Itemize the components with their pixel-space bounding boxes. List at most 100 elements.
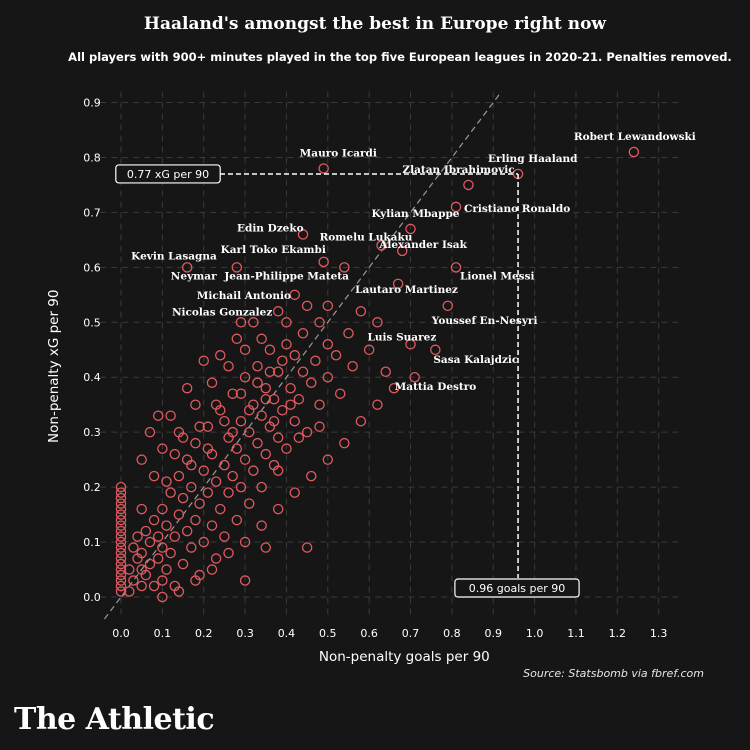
x-axis-label: Non-penalty goals per 90 [319, 649, 490, 665]
y-tick-label: 0.5 [83, 316, 101, 329]
data-point [239, 344, 251, 356]
data-point [169, 448, 181, 460]
data-point [223, 487, 234, 498]
y-tick-label: 0.1 [83, 536, 101, 549]
data-point [442, 300, 453, 312]
data-point [115, 575, 127, 586]
x-tick-label: 0.3 [236, 627, 254, 640]
data-point [281, 443, 292, 454]
data-point [190, 514, 201, 526]
data-point [210, 553, 222, 564]
player-label: Mattia Destro [395, 381, 477, 393]
y-axis-label: Non-penalty xG per 90 [46, 290, 62, 443]
data-point [115, 586, 127, 597]
data-point [347, 361, 358, 372]
data-point [227, 388, 238, 399]
data-point [206, 564, 218, 575]
player-label: Zlatan Ibrahimovic [402, 164, 514, 176]
data-point [219, 531, 230, 542]
data-point [115, 514, 127, 526]
data-point [198, 536, 209, 548]
data-point [239, 536, 251, 548]
data-point [115, 564, 127, 575]
y-tick-label: 0.0 [83, 591, 101, 604]
data-point [190, 399, 201, 410]
data-point [128, 542, 139, 553]
data-point [223, 547, 234, 559]
x-tick-label: 0.2 [195, 627, 213, 640]
data-point [289, 350, 300, 361]
data-point [115, 492, 127, 504]
data-point [343, 328, 354, 339]
data-point [140, 525, 152, 537]
data-point [268, 393, 280, 405]
data-point [148, 470, 160, 482]
data-point [376, 240, 387, 251]
data-point [202, 443, 214, 454]
player-label: Karl Toko Ekambi [221, 244, 326, 256]
player-label: Youssef En-Nesyri [431, 315, 538, 327]
chart-title: Haaland's amongst the best in Europe rig… [143, 14, 607, 34]
data-point [115, 580, 127, 592]
x-tick-label: 0.7 [402, 627, 420, 640]
y-tick-label: 0.2 [83, 481, 101, 494]
data-point [463, 179, 474, 191]
data-point [268, 415, 280, 427]
data-point [140, 569, 152, 581]
data-point [152, 531, 164, 542]
data-point [128, 575, 139, 586]
y-tick-label: 0.3 [83, 426, 101, 439]
data-point [206, 520, 218, 531]
player-label: Erling Haaland [488, 153, 578, 165]
data-point [194, 421, 205, 432]
data-point [215, 350, 226, 361]
data-point [301, 542, 313, 553]
data-point [124, 586, 135, 597]
data-point [256, 333, 267, 345]
y-tick-label: 0.8 [83, 151, 101, 164]
data-point [115, 569, 127, 581]
data-point [301, 426, 313, 438]
data-point [372, 317, 383, 328]
goals-annotation-label: 0.96 goals per 90 [469, 582, 566, 595]
data-point [190, 575, 201, 586]
data-point [396, 245, 408, 257]
data-point [450, 201, 462, 213]
y-tick-label: 0.9 [83, 97, 101, 110]
data-point [231, 333, 243, 345]
data-point [165, 547, 176, 559]
y-tick-label: 0.7 [83, 206, 101, 219]
player-label: Kylian Mbappe [372, 208, 460, 220]
data-point [169, 531, 181, 542]
data-point [252, 361, 263, 372]
player-label: Robert Lewandowski [574, 131, 696, 143]
data-point [272, 366, 284, 377]
data-point [285, 382, 296, 394]
data-point [239, 371, 251, 383]
data-point [152, 553, 164, 564]
reference-line [103, 91, 502, 620]
data-point [322, 371, 334, 383]
data-point [248, 465, 259, 476]
player-label: Neymar [171, 270, 217, 282]
data-point [281, 317, 292, 328]
player-label: Kevin Lasagna [131, 250, 217, 262]
data-point [198, 355, 209, 367]
player-label: Lautaro Martinez [355, 284, 458, 296]
data-point [235, 388, 247, 399]
data-point [202, 487, 214, 498]
data-point [235, 481, 247, 493]
player-label: Nicolas Gonzalez [172, 306, 272, 318]
data-point [165, 410, 176, 421]
data-point [115, 509, 127, 520]
data-point [264, 366, 276, 377]
data-point [181, 382, 193, 394]
x-tick-label: 1.0 [526, 627, 544, 640]
data-point [277, 355, 288, 367]
data-point [144, 558, 156, 570]
data-point [115, 498, 127, 509]
data-point [293, 393, 305, 405]
data-point [256, 410, 267, 421]
data-point [157, 591, 168, 603]
data-point [173, 586, 185, 597]
